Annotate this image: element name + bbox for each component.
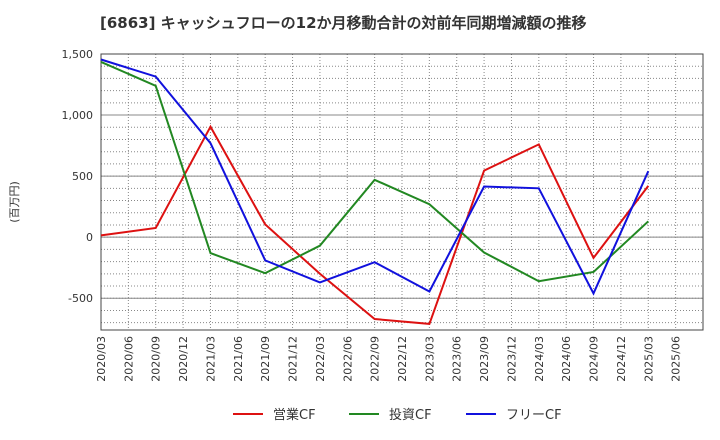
plot-frame xyxy=(100,53,704,331)
x-tick-label: 2023/09 xyxy=(478,336,491,382)
y-axis-ticks: 1,500 1,000 500 0 -500 xyxy=(62,48,94,305)
x-axis-ticks: 2020/03 2020/06 2020/09 2020/12 2021/03 2021/… xyxy=(95,336,683,382)
x-tick-label: 2020/12 xyxy=(177,336,190,382)
x-tick-label: 2022/09 xyxy=(369,336,382,382)
series-line xyxy=(100,124,650,325)
y-tick-label: 500 xyxy=(72,170,93,183)
legend: 営業CF 投資CF フリーCF xyxy=(233,407,562,423)
x-tick-label: 2025/06 xyxy=(670,336,683,382)
x-tick-label: 2022/12 xyxy=(396,336,409,382)
y-tick-label: 1,000 xyxy=(62,109,94,122)
series-lines xyxy=(100,58,650,325)
x-tick-label: 2023/03 xyxy=(423,336,436,382)
x-tick-label: 2020/06 xyxy=(122,336,135,382)
x-tick-label: 2025/03 xyxy=(642,336,655,382)
x-tick-label: 2021/06 xyxy=(232,336,245,382)
x-tick-label: 2024/09 xyxy=(588,336,601,382)
x-tick-label: 2020/09 xyxy=(150,336,163,382)
legend-label: フリーCF xyxy=(506,408,562,423)
x-tick-label: 2020/03 xyxy=(95,336,108,382)
y-tick-label: 1,500 xyxy=(62,48,94,61)
legend-item: フリーCF xyxy=(466,408,562,423)
y-tick-label: -500 xyxy=(68,292,93,305)
x-tick-label: 2023/06 xyxy=(451,336,464,382)
y-axis-label: (百万円) xyxy=(8,181,21,223)
series-line xyxy=(100,60,649,283)
x-tick-label: 2021/12 xyxy=(287,336,300,382)
x-tick-label: 2024/06 xyxy=(560,336,573,382)
axes xyxy=(100,53,704,331)
x-tick-label: 2024/03 xyxy=(533,336,546,382)
x-tick-label: 2022/06 xyxy=(341,336,354,382)
y-tick-label: 0 xyxy=(86,231,93,244)
legend-item: 投資CF xyxy=(349,407,432,423)
grid-lines xyxy=(100,53,704,330)
x-tick-label: 2021/09 xyxy=(259,336,272,382)
legend-item: 営業CF xyxy=(233,407,316,423)
legend-label: 営業CF xyxy=(273,407,316,423)
chart-title: [6863] キャッシュフローの12か月移動合計の対前年同期増減額の推移 xyxy=(100,14,587,32)
x-tick-label: 2022/03 xyxy=(314,336,327,382)
x-tick-label: 2023/12 xyxy=(505,336,518,382)
legend-label: 投資CF xyxy=(389,407,432,423)
series-line xyxy=(100,58,650,296)
x-tick-label: 2021/03 xyxy=(204,336,217,382)
x-tick-label: 2024/12 xyxy=(615,336,628,382)
